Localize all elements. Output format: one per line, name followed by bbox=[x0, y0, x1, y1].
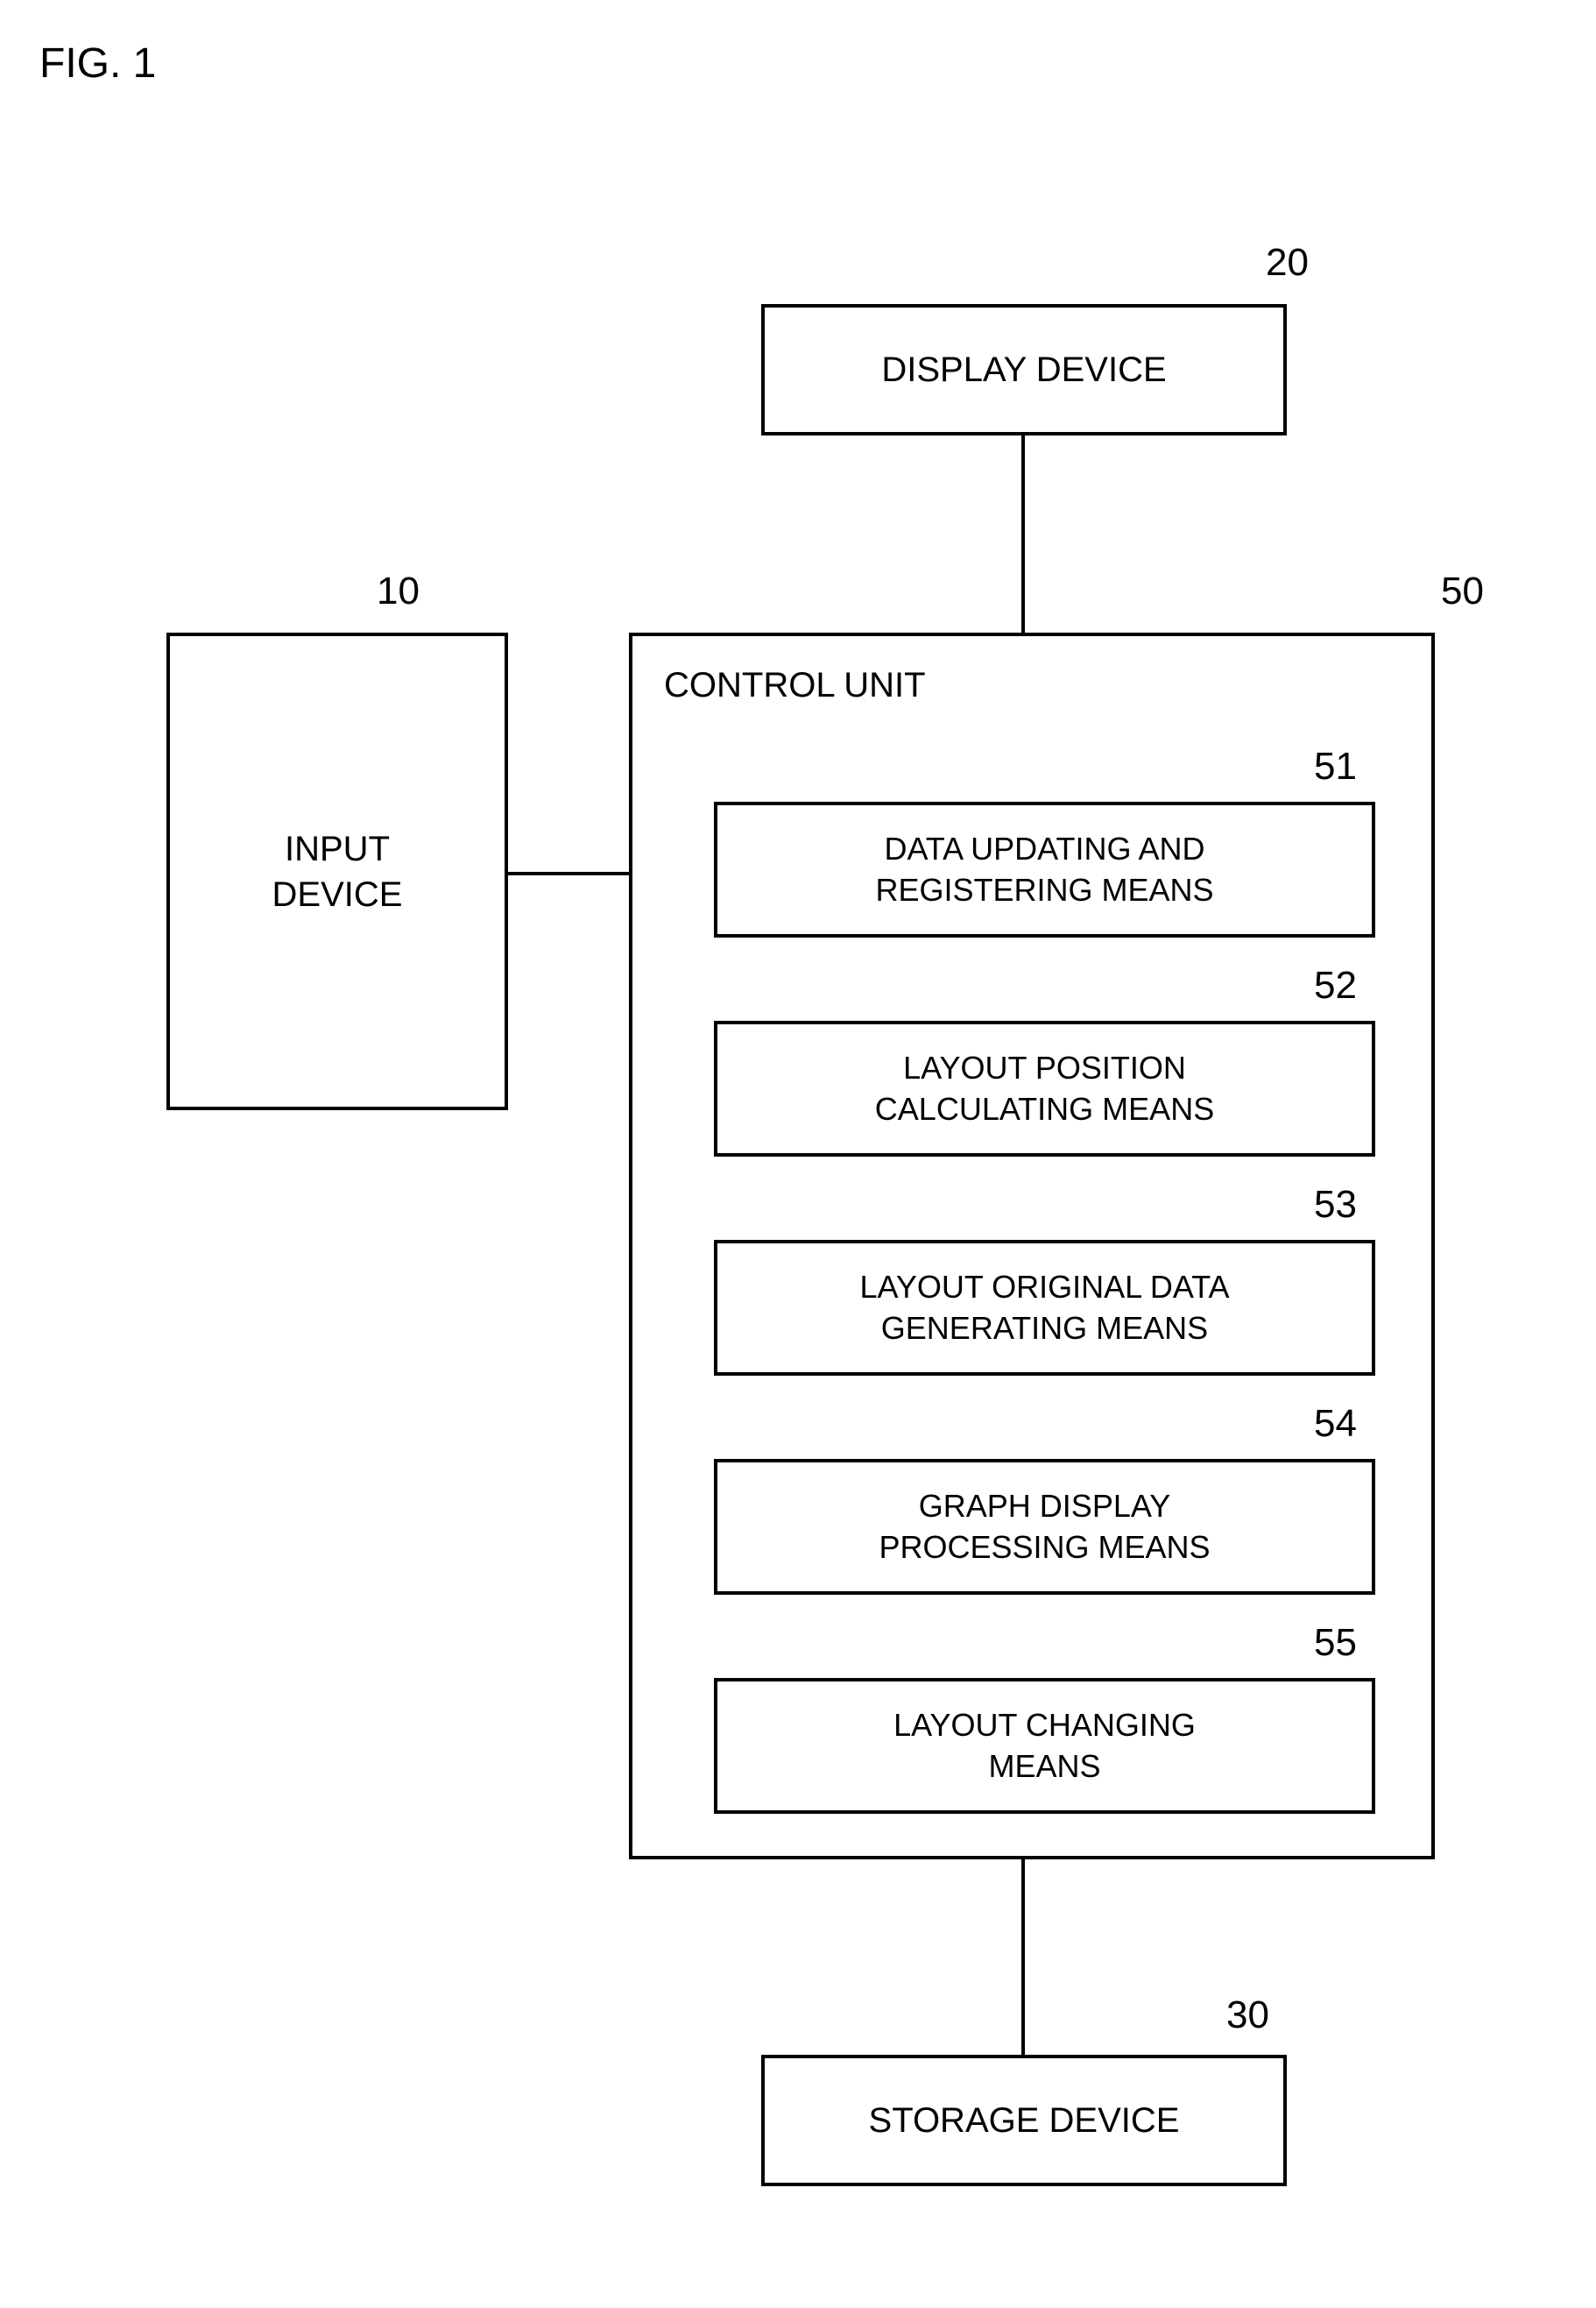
means-55-box: LAYOUT CHANGING MEANS bbox=[714, 1678, 1375, 1814]
figure-title: FIG. 1 bbox=[39, 39, 156, 88]
means-54-label: GRAPH DISPLAY PROCESSING MEANS bbox=[879, 1486, 1210, 1568]
means-51-ref: 51 bbox=[1314, 745, 1357, 789]
means-53-box: LAYOUT ORIGINAL DATA GENERATING MEANS bbox=[714, 1240, 1375, 1376]
means-52-ref: 52 bbox=[1314, 964, 1357, 1008]
means-51-label: DATA UPDATING AND REGISTERING MEANS bbox=[875, 829, 1213, 911]
input-device-label: INPUT DEVICE bbox=[272, 826, 403, 917]
display-device-label: DISPLAY DEVICE bbox=[881, 347, 1166, 393]
storage-device-label: STORAGE DEVICE bbox=[869, 2098, 1180, 2143]
means-54-ref: 54 bbox=[1314, 1402, 1357, 1446]
means-53-label: LAYOUT ORIGINAL DATA GENERATING MEANS bbox=[859, 1267, 1229, 1349]
storage-device-ref: 30 bbox=[1226, 1993, 1269, 2037]
means-53-ref: 53 bbox=[1314, 1183, 1357, 1227]
display-device-box: DISPLAY DEVICE bbox=[761, 304, 1287, 435]
means-52-box: LAYOUT POSITION CALCULATING MEANS bbox=[714, 1021, 1375, 1157]
input-device-ref: 10 bbox=[377, 570, 420, 613]
means-55-label: LAYOUT CHANGING MEANS bbox=[893, 1705, 1196, 1788]
means-51-box: DATA UPDATING AND REGISTERING MEANS bbox=[714, 802, 1375, 938]
input-device-box: INPUT DEVICE bbox=[166, 633, 508, 1110]
connector-display-control bbox=[1021, 435, 1025, 633]
means-52-label: LAYOUT POSITION CALCULATING MEANS bbox=[875, 1048, 1214, 1130]
storage-device-box: STORAGE DEVICE bbox=[761, 2055, 1287, 2186]
means-55-ref: 55 bbox=[1314, 1621, 1357, 1665]
connector-input-control bbox=[508, 872, 629, 875]
control-unit-ref: 50 bbox=[1441, 570, 1484, 613]
control-unit-label: CONTROL UNIT bbox=[664, 666, 926, 705]
display-device-ref: 20 bbox=[1266, 241, 1309, 285]
connector-control-storage bbox=[1021, 1859, 1025, 2055]
means-54-box: GRAPH DISPLAY PROCESSING MEANS bbox=[714, 1459, 1375, 1595]
